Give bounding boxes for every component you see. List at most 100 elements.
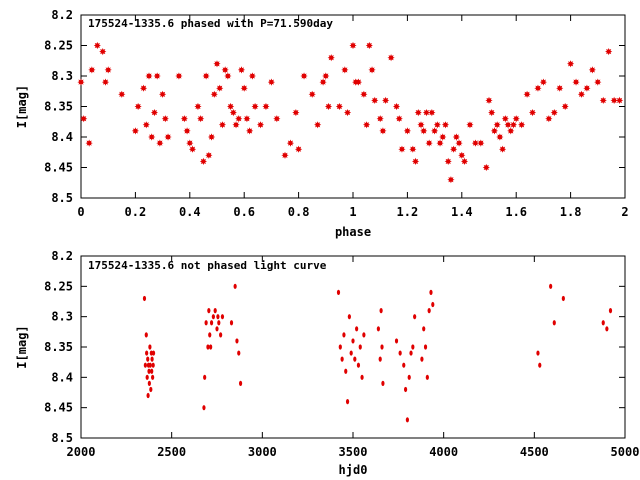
data-point (466, 121, 474, 129)
data-point (429, 289, 433, 295)
y-tick-label: 8.3 (51, 310, 73, 324)
data-point (363, 121, 371, 129)
data-point (147, 368, 151, 374)
data-point (142, 121, 150, 129)
data-points (77, 41, 624, 184)
data-point (240, 84, 248, 92)
data-point (423, 344, 428, 350)
data-point (407, 374, 411, 380)
data-point (398, 350, 402, 356)
data-point (431, 301, 435, 308)
data-point (422, 109, 431, 117)
data-point (238, 380, 243, 386)
data-point (353, 356, 357, 362)
data-point (246, 127, 254, 135)
data-point (368, 66, 376, 74)
data-point (237, 350, 241, 356)
data-point (381, 380, 385, 386)
data-point (340, 356, 344, 362)
data-point (159, 90, 167, 98)
data-point (118, 90, 126, 98)
data-point (221, 66, 229, 74)
data-point (358, 344, 362, 350)
y-tick-label: 8.3 (51, 69, 73, 83)
data-point (488, 109, 496, 117)
data-point (395, 115, 403, 123)
x-tick-label: 0.4 (179, 205, 201, 219)
data-point (209, 320, 214, 326)
data-point (148, 362, 152, 368)
x-axis-title: hjd0 (339, 463, 368, 477)
data-point (88, 66, 96, 74)
data-point (338, 344, 342, 350)
data-point (77, 78, 85, 86)
y-tick-label: 8.2 (51, 8, 73, 22)
data-point (148, 344, 152, 350)
data-point (355, 326, 359, 332)
data-point (322, 72, 330, 80)
data-point (450, 145, 458, 153)
data-point (405, 417, 409, 423)
data-point (422, 326, 426, 332)
x-tick-label: 4500 (520, 445, 549, 459)
data-point (197, 115, 205, 123)
data-point (447, 176, 455, 184)
data-point (409, 350, 413, 356)
data-point (501, 115, 509, 123)
data-point (413, 314, 417, 320)
data-point (150, 356, 154, 362)
data-point (403, 127, 411, 135)
x-tick-label: 3500 (339, 445, 368, 459)
data-point (205, 151, 213, 159)
data-point (134, 102, 142, 111)
data-point (485, 96, 493, 104)
data-point (151, 362, 155, 368)
data-point (251, 102, 259, 111)
data-point (150, 109, 159, 117)
data-point (599, 96, 607, 104)
data-point (209, 344, 213, 350)
data-point (144, 332, 148, 338)
data-point (186, 139, 194, 147)
data-point (80, 115, 88, 123)
data-point (394, 338, 399, 344)
data-point (344, 368, 348, 374)
data-point (151, 350, 156, 356)
y-tick-label: 8.35 (44, 100, 73, 114)
data-point (482, 163, 490, 172)
data-point (146, 392, 150, 399)
data-point (248, 72, 256, 80)
data-point (202, 405, 206, 411)
data-point (509, 121, 518, 129)
data-point (237, 66, 246, 74)
data-point (153, 72, 161, 80)
x-tick-label: 2 (621, 205, 628, 219)
data-point (425, 139, 433, 147)
y-tick-label: 8.4 (51, 370, 73, 384)
data-point (147, 380, 151, 386)
x-tick-label: 0.8 (288, 205, 310, 219)
data-point (300, 72, 308, 80)
data-point (336, 289, 341, 295)
data-point (219, 332, 223, 338)
data-point (324, 102, 333, 111)
x-axis-title: phase (335, 225, 371, 239)
data-point (327, 54, 335, 62)
data-point (281, 151, 289, 159)
data-point (471, 139, 479, 147)
data-point (583, 84, 591, 92)
data-point (402, 362, 406, 368)
data-point (490, 127, 499, 135)
data-point (267, 78, 275, 86)
data-point (360, 90, 368, 98)
data-point (417, 121, 425, 129)
chart-title: 175524-1335.6 not phased light curve (88, 259, 327, 272)
data-point (420, 127, 428, 135)
data-point (523, 90, 531, 98)
data-point (398, 145, 406, 153)
data-point (229, 320, 234, 326)
data-point (292, 109, 300, 117)
data-point (101, 78, 110, 86)
